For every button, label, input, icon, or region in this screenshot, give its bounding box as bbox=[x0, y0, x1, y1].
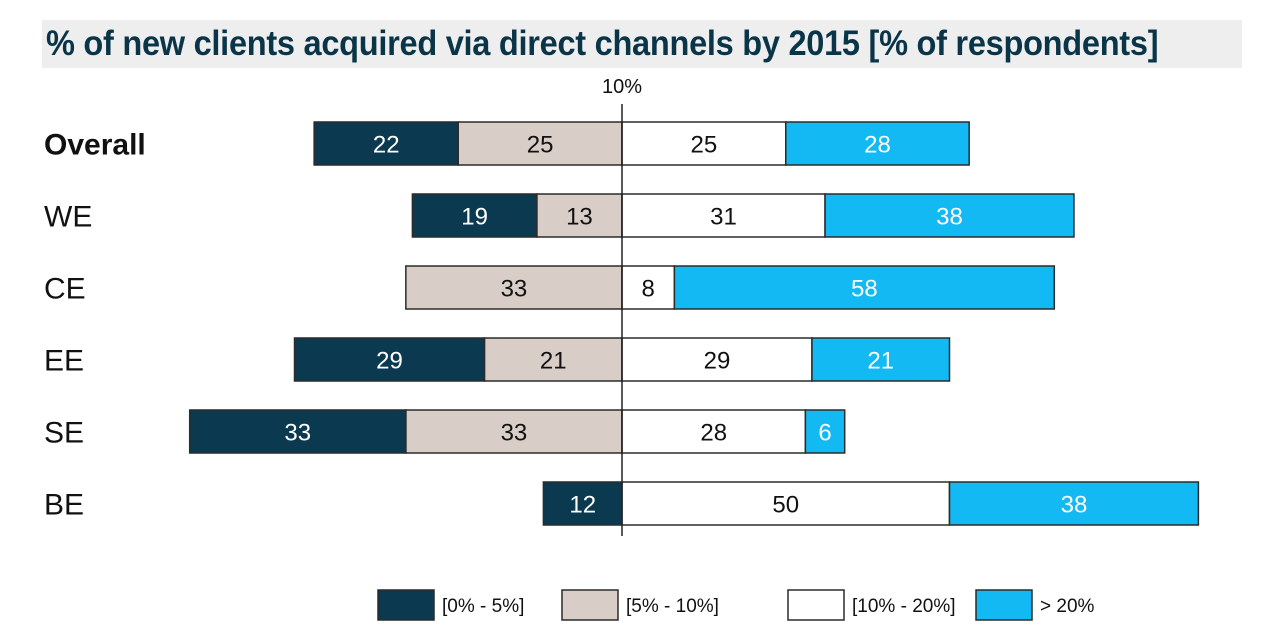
bar-segment bbox=[188, 409, 407, 454]
bar-segment bbox=[621, 481, 951, 526]
bar-value-label: 38 bbox=[1061, 492, 1088, 519]
category-label: BE bbox=[44, 489, 84, 522]
bar-segment bbox=[293, 337, 486, 382]
bar-segment bbox=[621, 193, 826, 238]
chart-title: % of new clients acquired via direct cha… bbox=[46, 24, 1159, 63]
bar-value-label: 58 bbox=[851, 276, 878, 303]
bar-segment bbox=[405, 265, 623, 310]
legend-swatch bbox=[561, 589, 619, 621]
bar-value-label: 21 bbox=[540, 348, 567, 375]
bar-segment bbox=[948, 481, 1200, 526]
bar-segment bbox=[785, 121, 970, 166]
bar-segment bbox=[536, 193, 623, 238]
legend-swatch bbox=[975, 589, 1033, 621]
bar-value-label: 29 bbox=[704, 348, 731, 375]
bar-segment bbox=[824, 193, 1075, 238]
bar-segment bbox=[673, 265, 1056, 310]
reference-label: 10% bbox=[602, 76, 642, 98]
bar-value-label: 13 bbox=[566, 204, 593, 231]
bar-segment bbox=[811, 337, 951, 382]
legend-swatch bbox=[377, 589, 435, 621]
bar-value-label: 21 bbox=[867, 348, 894, 375]
bar-value-label: 38 bbox=[936, 204, 963, 231]
bar-value-label: 8 bbox=[642, 276, 655, 303]
bar-value-label: 29 bbox=[376, 348, 403, 375]
category-label: WE bbox=[44, 201, 92, 234]
bar-value-label: 28 bbox=[700, 420, 727, 447]
bar-segment bbox=[621, 337, 813, 382]
legend-label: [0% - 5%] bbox=[442, 596, 524, 617]
bar-segment bbox=[621, 265, 676, 310]
category-label: CE bbox=[44, 273, 86, 306]
bar-value-label: 6 bbox=[818, 420, 831, 447]
bar-value-label: 25 bbox=[691, 132, 718, 159]
bar-value-label: 22 bbox=[373, 132, 400, 159]
bar-value-label: 19 bbox=[461, 204, 488, 231]
bar-segment bbox=[621, 409, 807, 454]
bar-value-label: 12 bbox=[569, 492, 596, 519]
title-band bbox=[42, 20, 1242, 68]
bar-value-label: 25 bbox=[527, 132, 554, 159]
bar-segment bbox=[483, 337, 623, 382]
bar-segment bbox=[457, 121, 623, 166]
bar-segment bbox=[804, 409, 846, 454]
legend-label: [5% - 10%] bbox=[626, 596, 719, 617]
legend-label: [10% - 20%] bbox=[852, 596, 956, 617]
category-label: Overall bbox=[44, 129, 146, 162]
legend-label: > 20% bbox=[1040, 596, 1095, 617]
bar-segment bbox=[411, 193, 538, 238]
category-label: SE bbox=[44, 417, 84, 450]
bar-value-label: 50 bbox=[772, 492, 799, 519]
bar-value-label: 33 bbox=[501, 420, 528, 447]
bar-value-label: 28 bbox=[864, 132, 891, 159]
category-label: EE bbox=[44, 345, 84, 378]
bar-value-label: 31 bbox=[710, 204, 737, 231]
bar-segment bbox=[313, 121, 459, 166]
bar-value-label: 33 bbox=[501, 276, 528, 303]
bar-value-label: 33 bbox=[284, 420, 311, 447]
legend-swatch bbox=[787, 589, 845, 621]
